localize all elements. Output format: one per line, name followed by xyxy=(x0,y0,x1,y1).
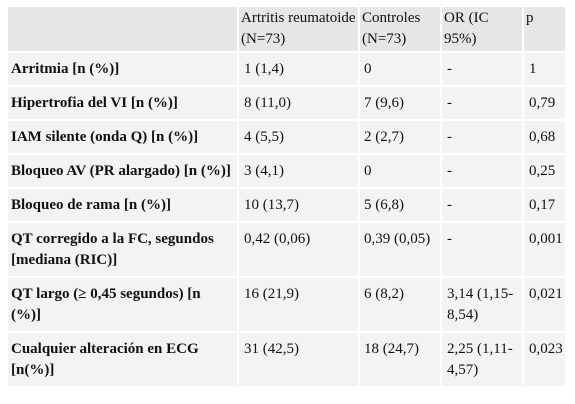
cell-artritis: 31 (42,5) xyxy=(238,332,360,388)
cell-controles: 6 (8,2) xyxy=(359,277,442,333)
table-header-row: Artritis reumatoide (N=73) Controles (N=… xyxy=(8,7,567,53)
header-artritis-reumatoide: Artritis reumatoide (N=73) xyxy=(238,7,360,53)
cell-artritis: 4 (5,5) xyxy=(238,120,360,155)
table-row: Bloqueo de rama [n (%)] 10 (13,7) 5 (6,8… xyxy=(8,188,567,223)
ecg-results-table: Artritis reumatoide (N=73) Controles (N=… xyxy=(8,7,567,388)
cell-or: - xyxy=(441,120,524,155)
table-row: IAM silente (onda Q) [n (%)] 4 (5,5) 2 (… xyxy=(8,120,567,155)
cell-controles: 0 xyxy=(359,154,442,189)
cell-p: 0,021 xyxy=(523,277,567,333)
cell-artritis: 1 (1,4) xyxy=(238,52,360,87)
cell-artritis: 0,42 (0,06) xyxy=(238,222,360,278)
row-label: Bloqueo AV (PR alargado) [n (%)] xyxy=(8,154,239,189)
row-label: IAM silente (onda Q) [n (%)] xyxy=(8,120,239,155)
cell-artritis: 3 (4,1) xyxy=(238,154,360,189)
row-label: Hipertrofia del VI [n (%)] xyxy=(8,86,239,121)
header-controles: Controles (N=73) xyxy=(359,7,442,53)
cell-p: 0,17 xyxy=(523,188,567,223)
table-row: Hipertrofia del VI [n (%)] 8 (11,0) 7 (9… xyxy=(8,86,567,121)
table-row: Cualquier alteración en ECG [n(%)] 31 (4… xyxy=(8,332,567,388)
table-row: QT largo (≥ 0,45 segundos) [n (%)] 16 (2… xyxy=(8,277,567,333)
cell-or: - xyxy=(441,52,524,87)
header-p: p xyxy=(523,7,567,53)
cell-or: - xyxy=(441,154,524,189)
cell-controles: 2 (2,7) xyxy=(359,120,442,155)
cell-p: 0,68 xyxy=(523,120,567,155)
header-empty-cell xyxy=(8,7,239,53)
cell-p: 0,79 xyxy=(523,86,567,121)
row-label: Arritmia [n (%)] xyxy=(8,52,239,87)
cell-artritis: 16 (21,9) xyxy=(238,277,360,333)
row-label: Cualquier alteración en ECG [n(%)] xyxy=(8,332,239,388)
cell-or: 3,14 (1,15-8,54) xyxy=(441,277,524,333)
cell-artritis: 10 (13,7) xyxy=(238,188,360,223)
cell-or: - xyxy=(441,188,524,223)
cell-controles: 0 xyxy=(359,52,442,87)
cell-or: - xyxy=(441,86,524,121)
header-or-ic: OR (IC 95%) xyxy=(441,7,524,53)
cell-p: 0,25 xyxy=(523,154,567,189)
cell-p: 0,001 xyxy=(523,222,567,278)
cell-controles: 18 (24,7) xyxy=(359,332,442,388)
cell-or: - xyxy=(441,222,524,278)
row-label: Bloqueo de rama [n (%)] xyxy=(8,188,239,223)
row-label: QT largo (≥ 0,45 segundos) [n (%)] xyxy=(8,277,239,333)
table-row: Bloqueo AV (PR alargado) [n (%)] 3 (4,1)… xyxy=(8,154,567,189)
cell-artritis: 8 (11,0) xyxy=(238,86,360,121)
table-row: QT corregido a la FC, segundos [mediana … xyxy=(8,222,567,278)
cell-controles: 5 (6,8) xyxy=(359,188,442,223)
cell-controles: 7 (9,6) xyxy=(359,86,442,121)
cell-or: 2,25 (1,11-4,57) xyxy=(441,332,524,388)
cell-p: 0,023 xyxy=(523,332,567,388)
table-row: Arritmia [n (%)] 1 (1,4) 0 - 1 xyxy=(8,52,567,87)
cell-p: 1 xyxy=(523,52,567,87)
row-label: QT corregido a la FC, segundos [mediana … xyxy=(8,222,239,278)
cell-controles: 0,39 (0,05) xyxy=(359,222,442,278)
